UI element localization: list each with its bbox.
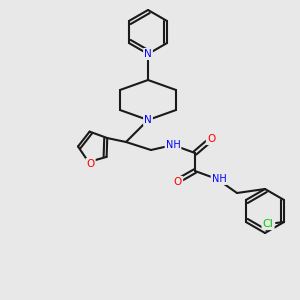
Text: N: N <box>144 49 152 59</box>
Text: N: N <box>144 115 152 125</box>
Text: Cl: Cl <box>262 219 274 229</box>
Text: O: O <box>207 134 215 144</box>
Text: NH: NH <box>212 174 226 184</box>
Text: O: O <box>174 177 182 187</box>
Text: NH: NH <box>166 140 180 150</box>
Text: O: O <box>86 159 95 169</box>
